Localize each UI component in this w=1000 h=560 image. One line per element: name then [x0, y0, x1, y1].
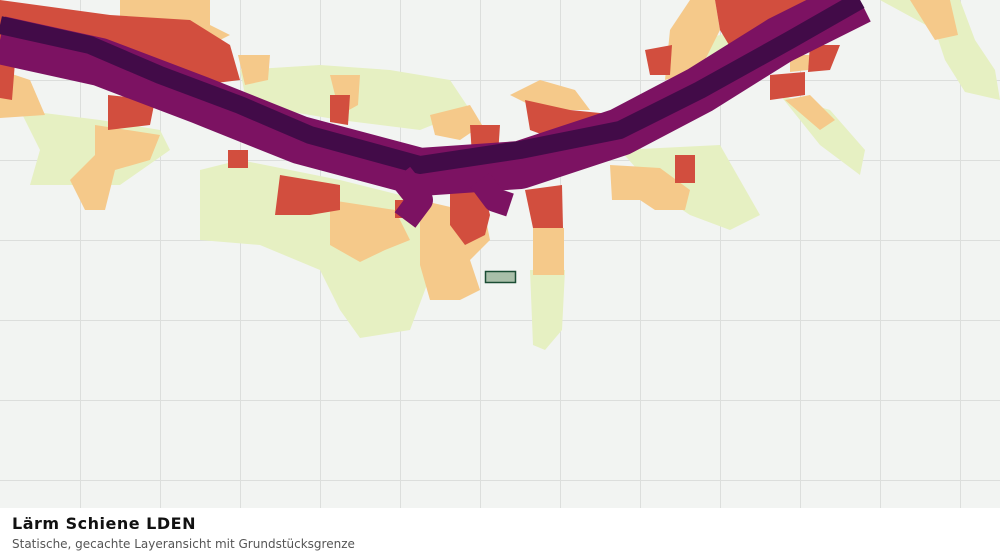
zone-patch — [785, 95, 835, 130]
map — [0, 0, 1000, 508]
zone-patch — [910, 0, 958, 40]
zone-band-very-high — [470, 172, 514, 217]
zone-patch — [770, 72, 805, 100]
parcel-boundary[interactable] — [484, 270, 517, 284]
zone-patch — [525, 185, 563, 228]
zone-patch — [533, 228, 564, 275]
zone-patch — [620, 145, 760, 230]
zone-patch — [275, 175, 340, 215]
zone-patch — [330, 200, 410, 262]
zone-patch — [808, 45, 840, 72]
zone-patch — [675, 155, 695, 183]
caption-panel: Lärm Schiene LDEN Statische, gecachte La… — [0, 508, 1000, 560]
zone-patch — [330, 95, 350, 125]
zone-patch — [665, 0, 720, 80]
zone-patch — [70, 125, 160, 210]
noise-zone-bands — [0, 0, 871, 228]
zone-patch — [530, 270, 565, 350]
zone-patch — [228, 150, 248, 168]
zone-patch — [238, 55, 270, 85]
map-title: Lärm Schiene LDEN — [12, 514, 196, 533]
zone-patch — [200, 160, 440, 338]
zone-patch — [880, 0, 1000, 100]
zone-patch — [0, 0, 240, 85]
zone-patch — [0, 60, 15, 100]
map-subtitle: Statische, gecachte Layeransicht mit Gru… — [12, 537, 355, 551]
zone-band-extreme — [0, 0, 865, 174]
zone-band-very-high — [389, 166, 433, 228]
zone-patch — [610, 165, 690, 210]
zone-patch — [780, 95, 865, 175]
zone-patch — [430, 105, 482, 140]
zone-patch — [645, 45, 672, 75]
